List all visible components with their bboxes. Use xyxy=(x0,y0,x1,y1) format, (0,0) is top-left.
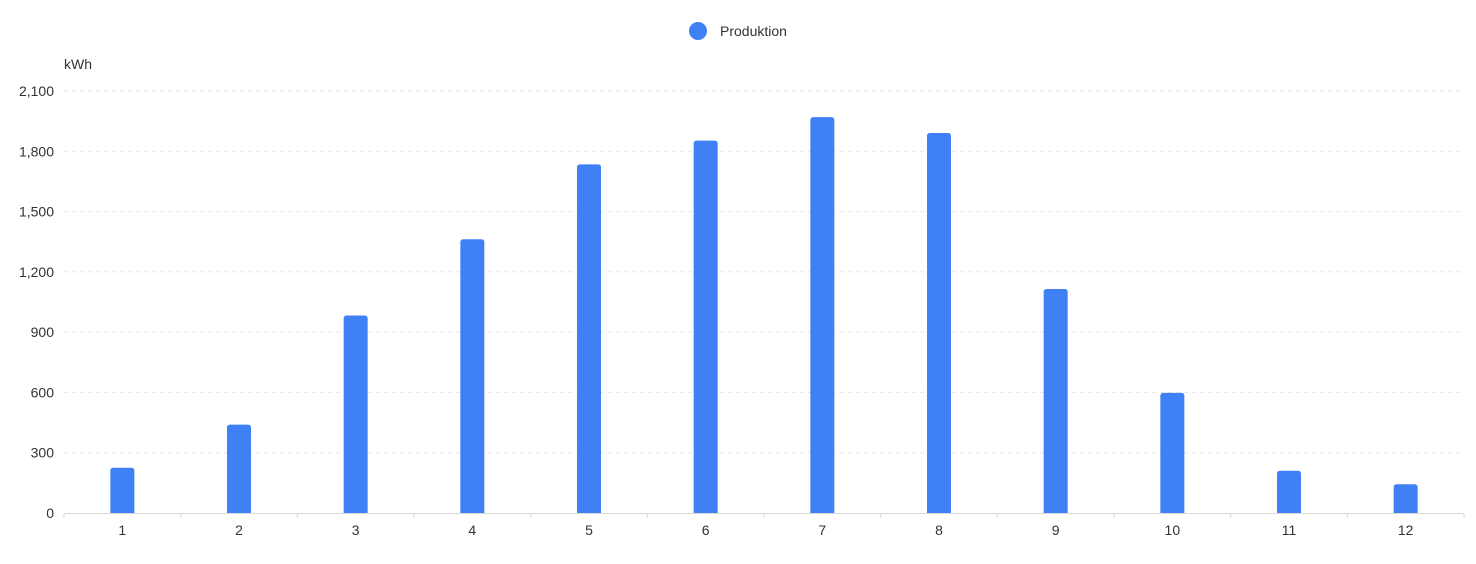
x-tick-label: 8 xyxy=(935,522,943,538)
y-tick-label: 600 xyxy=(31,384,55,400)
y-tick-label: 0 xyxy=(46,505,54,521)
bar-3[interactable] xyxy=(343,315,368,513)
y-tick-label: 1,500 xyxy=(19,204,54,220)
bar-5[interactable] xyxy=(577,164,601,513)
x-tick-label: 7 xyxy=(818,522,826,538)
bar-10[interactable] xyxy=(1160,392,1185,513)
x-tick-label: 6 xyxy=(702,522,710,538)
bar-8[interactable] xyxy=(927,132,951,513)
bar-9[interactable] xyxy=(1043,288,1068,513)
bar-2[interactable] xyxy=(227,424,251,513)
y-tick-label: 1,800 xyxy=(19,143,54,159)
bar-1[interactable] xyxy=(110,467,135,513)
bar-4[interactable] xyxy=(460,239,485,513)
bar-12[interactable] xyxy=(1393,484,1418,513)
y-tick-label: 300 xyxy=(31,445,55,461)
legend-label-produktion: Produktion xyxy=(720,23,787,39)
x-axis xyxy=(63,513,1465,518)
bar-7[interactable] xyxy=(810,117,835,513)
x-axis-ticks: 1 2 3 4 5 6 7 8 9 10 11 12 xyxy=(118,522,1413,538)
x-tick-label: 3 xyxy=(352,522,360,538)
x-tick-label: 1 xyxy=(118,522,126,538)
y-axis-ticks: 0 300 600 900 1,200 1,500 1,800 2,100 xyxy=(19,83,54,521)
legend[interactable]: Produktion xyxy=(689,22,787,40)
y-tick-label: 900 xyxy=(31,324,55,340)
legend-marker xyxy=(689,22,707,40)
y-axis-unit-label: kWh xyxy=(64,56,92,72)
bars xyxy=(110,117,1418,513)
x-tick-label: 11 xyxy=(1282,522,1297,538)
y-tick-label: 1,200 xyxy=(19,264,54,280)
x-tick-label: 5 xyxy=(585,522,593,538)
grid-lines xyxy=(64,90,1464,454)
x-tick-label: 2 xyxy=(235,522,243,538)
y-tick-label: 2,100 xyxy=(19,83,54,99)
x-tick-label: 4 xyxy=(468,522,476,538)
x-tick-label: 9 xyxy=(1052,522,1060,538)
bar-11[interactable] xyxy=(1277,470,1301,513)
bar-6[interactable] xyxy=(693,140,718,513)
x-tick-label: 10 xyxy=(1165,522,1181,538)
x-tick-label: 12 xyxy=(1398,522,1414,538)
